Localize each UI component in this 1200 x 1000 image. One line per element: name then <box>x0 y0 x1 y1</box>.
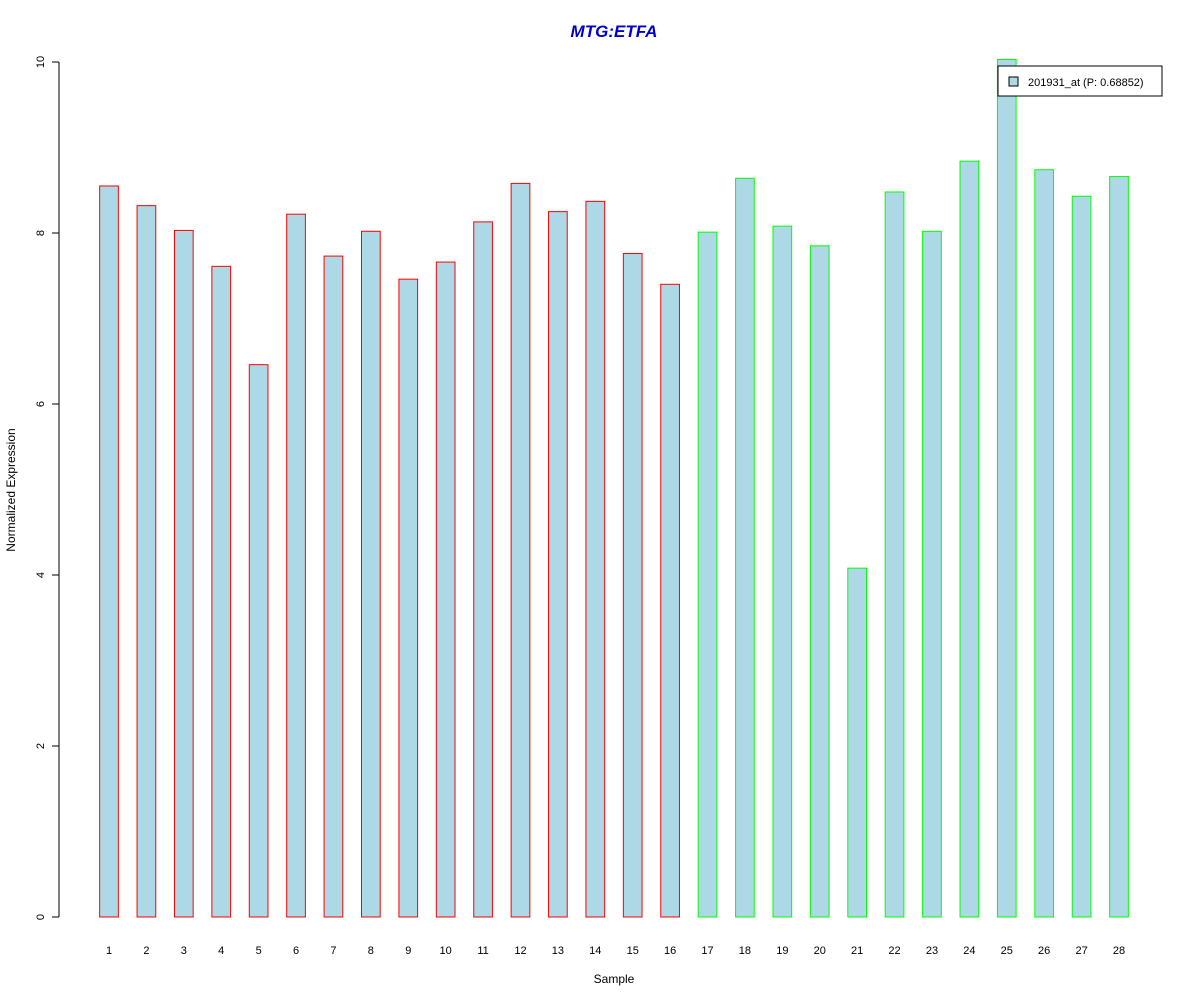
bar-sample-19 <box>772 225 793 918</box>
x-tick-label: 19 <box>776 945 788 957</box>
x-tick-label: 1 <box>106 945 112 957</box>
bar-sample-12 <box>510 182 531 918</box>
legend-box <box>997 65 1163 97</box>
bar-sample-15 <box>622 253 643 918</box>
bar-sample-13 <box>548 211 568 918</box>
bar-sample-9 <box>398 278 419 918</box>
bar-sample-11 <box>473 221 493 918</box>
x-tick-label: 22 <box>888 945 900 957</box>
y-tick-label: 2 <box>35 743 47 749</box>
y-tick-label: 10 <box>35 56 47 68</box>
x-tick-label: 4 <box>218 945 224 957</box>
bar-sample-28 <box>1109 176 1129 918</box>
x-tick-label: 13 <box>552 945 564 957</box>
bar-sample-24 <box>959 160 980 918</box>
bar-sample-10 <box>435 261 456 918</box>
bar-sample-8 <box>361 230 381 918</box>
bar-sample-23 <box>922 230 942 918</box>
x-tick-label: 17 <box>701 945 713 957</box>
x-tick-label: 28 <box>1113 945 1125 957</box>
y-tick-label: 0 <box>35 914 47 920</box>
x-tick-label: 11 <box>477 945 488 957</box>
x-tick-label: 7 <box>330 945 336 957</box>
chart-title: MTG:ETFA <box>571 22 658 41</box>
x-tick-label: 2 <box>143 945 149 957</box>
bar-sample-17 <box>697 231 718 918</box>
x-tick-label: 25 <box>1001 945 1013 957</box>
bar-sample-16 <box>660 283 680 918</box>
x-tick-labels: 1 2 3 4 5 6 7 8 9 10 11 12 13 14 15 16 17 18 19 20 21 22 23 24 2… <box>106 945 1125 957</box>
bar-sample-5 <box>248 364 269 918</box>
bar-sample-20 <box>809 245 830 918</box>
x-tick-label: 10 <box>440 945 452 957</box>
x-tick-label: 26 <box>1038 945 1050 957</box>
x-tick-label: 6 <box>293 945 299 957</box>
bar-sample-21 <box>847 567 868 918</box>
x-tick-label: 5 <box>256 945 262 957</box>
x-tick-label: 15 <box>627 945 639 957</box>
bar-sample-2 <box>136 205 157 918</box>
x-tick-label: 14 <box>589 945 601 957</box>
x-tick-label: 16 <box>664 945 676 957</box>
y-tick-label: 6 <box>35 401 47 407</box>
x-tick-label: 24 <box>963 945 975 957</box>
x-axis-title: Sample <box>594 972 635 986</box>
bar-sample-22 <box>884 191 905 918</box>
x-tick-label: 20 <box>814 945 826 957</box>
bar-sample-26 <box>1034 169 1055 918</box>
bar-sample-4 <box>211 265 232 918</box>
bar-sample-25 <box>996 58 1017 918</box>
bar-sample-1 <box>99 185 119 918</box>
legend-label: 201931_at (P: 0.68852) <box>1028 77 1144 89</box>
legend: 201931_at (P: 0.68852) <box>997 65 1163 97</box>
y-tick-label: 4 <box>35 572 47 578</box>
bars-group <box>99 58 1129 918</box>
x-tick-label: 9 <box>405 945 411 957</box>
x-tick-label: 8 <box>368 945 374 957</box>
bar-sample-3 <box>173 229 194 918</box>
x-tick-label: 12 <box>514 945 526 957</box>
bar-sample-18 <box>735 177 755 918</box>
x-tick-label: 21 <box>851 945 863 957</box>
bar-sample-14 <box>585 200 606 918</box>
y-tick-label: 8 <box>35 230 47 236</box>
bar-sample-27 <box>1071 195 1092 918</box>
y-axis-title: Normalized Expression <box>4 428 18 551</box>
x-tick-label: 3 <box>181 945 187 957</box>
y-axis: 0 2 4 6 8 10 <box>35 56 60 920</box>
bar-sample-6 <box>286 213 306 918</box>
x-tick-label: 18 <box>739 945 751 957</box>
x-tick-label: 23 <box>926 945 938 957</box>
legend-swatch <box>1008 76 1019 87</box>
bar-sample-7 <box>323 255 344 918</box>
x-tick-label: 27 <box>1075 945 1087 957</box>
